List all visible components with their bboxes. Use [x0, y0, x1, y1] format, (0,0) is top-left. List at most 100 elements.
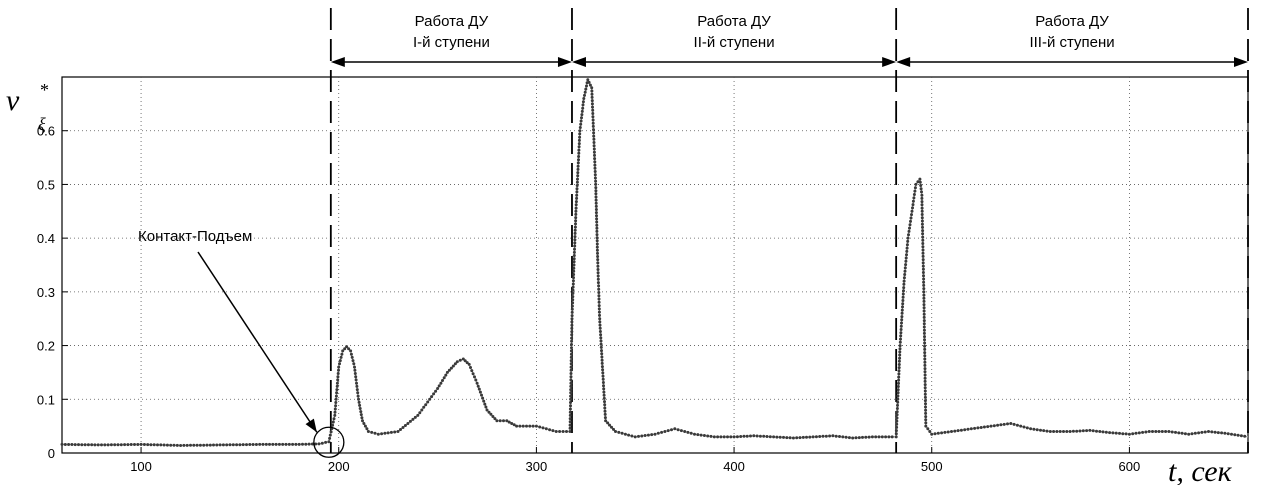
- data-point: [901, 292, 905, 296]
- data-point: [328, 433, 332, 437]
- data-point: [637, 434, 640, 438]
- data-point: [1104, 430, 1108, 434]
- data-point: [896, 391, 900, 395]
- data-point: [463, 359, 467, 363]
- data-point: [923, 338, 926, 342]
- data-point: [570, 333, 574, 337]
- data-point: [571, 285, 575, 289]
- data-point: [908, 226, 911, 230]
- data-point: [921, 232, 925, 236]
- x-tick-label: 500: [921, 459, 943, 474]
- data-point: [905, 243, 909, 247]
- data-point: [208, 443, 212, 447]
- data-point: [347, 347, 351, 351]
- data-point: [913, 189, 917, 193]
- data-point: [610, 425, 613, 429]
- data-point: [327, 440, 331, 444]
- data-point: [531, 424, 535, 428]
- data-point: [576, 167, 580, 171]
- data-point: [484, 405, 488, 409]
- data-point: [922, 319, 926, 323]
- data-point: [570, 346, 573, 350]
- data-point: [570, 320, 574, 324]
- data-point: [355, 384, 359, 388]
- data-point: [899, 331, 903, 335]
- data-point: [911, 206, 914, 210]
- data-point: [331, 420, 335, 424]
- data-point: [453, 362, 457, 366]
- data-point: [1197, 431, 1201, 435]
- data-point: [895, 419, 899, 423]
- data-point: [576, 177, 579, 181]
- data-point: [686, 430, 690, 434]
- data-point: [401, 426, 405, 429]
- phase-arrows: [330, 57, 1248, 67]
- data-point: [673, 427, 677, 431]
- data-point: [352, 362, 356, 366]
- data-point: [904, 259, 908, 263]
- data-point: [921, 245, 925, 249]
- data-point: [389, 430, 393, 434]
- data-point: [358, 407, 362, 410]
- data-point: [1068, 430, 1072, 433]
- data-point: [595, 242, 599, 246]
- data-point: [570, 339, 574, 343]
- data-point: [461, 357, 465, 361]
- data-point: [455, 360, 459, 364]
- data-point: [594, 182, 598, 186]
- data-point: [1174, 430, 1177, 434]
- data-point: [923, 351, 927, 355]
- data-point: [922, 293, 926, 297]
- data-point: [922, 331, 926, 335]
- data-point: [930, 432, 934, 436]
- data-point: [576, 171, 580, 175]
- data-point: [597, 291, 601, 294]
- data-point: [663, 430, 667, 433]
- data-point: [679, 429, 683, 433]
- phase-lines: [329, 8, 1249, 453]
- data-point: [297, 442, 301, 446]
- data-point: [923, 360, 927, 364]
- data-point: [594, 208, 598, 211]
- data-point: [350, 355, 354, 359]
- data-point: [340, 352, 344, 356]
- data-point: [583, 90, 587, 94]
- data-point: [576, 161, 580, 165]
- data-point: [551, 429, 555, 433]
- data-point: [413, 415, 417, 419]
- data-point: [569, 352, 573, 356]
- data-point: [538, 425, 542, 429]
- data-point: [343, 347, 347, 351]
- data-point: [924, 421, 928, 425]
- data-point: [411, 417, 415, 421]
- data-point: [1180, 431, 1184, 435]
- data-point: [923, 354, 927, 358]
- data-point: [986, 425, 990, 429]
- data-point: [575, 180, 579, 184]
- data-point: [924, 405, 927, 409]
- data-point: [577, 158, 580, 162]
- data-point: [320, 441, 324, 445]
- data-point: [310, 442, 314, 446]
- data-point: [439, 381, 443, 385]
- data-point: [1009, 422, 1013, 425]
- data-point: [165, 443, 169, 447]
- data-point: [380, 432, 384, 436]
- data-point: [623, 432, 627, 436]
- data-point: [894, 429, 898, 433]
- data-point: [333, 413, 337, 417]
- data-point: [946, 430, 950, 434]
- data-point: [1035, 428, 1039, 432]
- data-point: [592, 137, 596, 141]
- data-point: [575, 184, 579, 187]
- data-point: [586, 78, 590, 82]
- data-point: [924, 418, 928, 422]
- data-point: [591, 121, 595, 125]
- data-point: [598, 313, 601, 317]
- data-point: [541, 426, 545, 430]
- data-point: [575, 193, 579, 197]
- data-point: [365, 427, 369, 431]
- data-point: [653, 432, 657, 436]
- data-point: [568, 430, 572, 433]
- data-point: [595, 239, 599, 243]
